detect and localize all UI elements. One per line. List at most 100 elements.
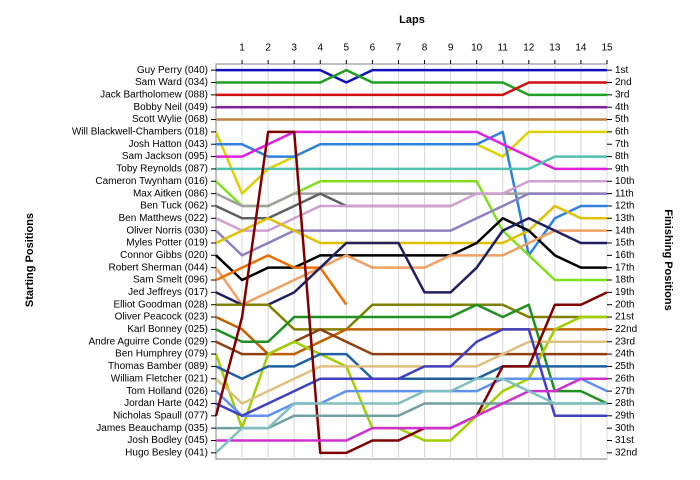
y-tick-label: Nicholas Spaull (077) [113, 410, 208, 421]
y-tick-label: Sam Jackson (095) [122, 151, 208, 162]
x-tick-label: 14 [575, 43, 587, 54]
y-tick-label: Josh Bodley (045) [127, 435, 208, 446]
y2-tick-label: 22nd [615, 324, 637, 335]
y2-tick-label: 11th [615, 188, 634, 199]
y-tick-label: Myles Potter (019) [126, 238, 208, 249]
y2-tick-label: 21st [615, 312, 634, 323]
x-tick-label: 2 [265, 43, 271, 54]
y-tick-label: Jed Jeffreys (017) [128, 287, 208, 298]
series-line [216, 68, 607, 97]
y-tick-label: Guy Perry (040) [137, 65, 208, 76]
y-tick-label: Sam Smelt (096) [133, 275, 208, 286]
y2-tick-label: 2nd [615, 77, 632, 88]
y2-tick-label: 12th [615, 201, 634, 212]
series-line [216, 81, 607, 97]
y-tick-label: Bobby Neil (049) [134, 102, 208, 113]
x-tick-label: 3 [291, 43, 297, 54]
series-line [215, 254, 348, 306]
y-tick-label: Scott Wylie (068) [132, 114, 208, 125]
x-tick-label: 7 [396, 43, 402, 54]
series-line [215, 328, 607, 418]
y-tick-label: Connor Gibbs (020) [120, 250, 208, 261]
y-tick-label: Ben Matthews (022) [119, 213, 209, 224]
y2-tick-label: 6th [615, 127, 629, 138]
y2-tick-label: 30th [615, 423, 634, 434]
x-tick-label: 13 [549, 43, 561, 54]
series-line [215, 192, 607, 257]
y2-tick-label: 3rd [615, 90, 629, 101]
series-line [216, 155, 607, 171]
series-line [215, 217, 607, 282]
series-line [215, 340, 607, 405]
y-tick-label: Ben Humphrey (079) [115, 349, 208, 360]
y-tick-label: Oliver Norris (030) [126, 225, 208, 236]
y2-tick-label: 26th [615, 373, 634, 384]
x-tick-label: 10 [471, 43, 483, 54]
y-tick-label: Ben Tuck (062) [140, 201, 208, 212]
y-tick-label: Oliver Peacock (023) [115, 312, 208, 323]
y2-tick-label: 25th [615, 361, 634, 372]
y-tick-label: Toby Reynolds (087) [116, 164, 208, 175]
y-tick-label: Max Aitken (086) [133, 188, 208, 199]
y-tick-label: James Beauchamp (035) [96, 423, 208, 434]
y-tick-label: William Fletcher (021) [111, 373, 208, 384]
x-axis-title: Laps [399, 14, 425, 26]
y2-axis-title: Finishing Positions [662, 209, 674, 310]
y-tick-label: Cameron Twynham (016) [95, 176, 208, 187]
x-tick-label: 12 [523, 43, 535, 54]
y-tick-label: Karl Bonney (025) [127, 324, 208, 335]
x-tick-label: 15 [601, 43, 613, 54]
series-line [215, 315, 607, 356]
x-tick-label: 11 [498, 43, 509, 54]
y2-tick-label: 29th [615, 410, 634, 421]
y2-tick-label: 4th [615, 102, 629, 113]
y2-tick-label: 19th [615, 287, 634, 298]
y2-tick-label: 8th [615, 151, 629, 162]
x-tick-label: 4 [317, 43, 323, 54]
y2-tick-label: 24th [615, 349, 634, 360]
x-tick-label: 8 [422, 43, 428, 54]
y2-tick-label: 7th [615, 139, 629, 150]
series-line [215, 377, 607, 454]
y-tick-label: Thomas Bamber (089) [108, 361, 208, 372]
series-line [214, 130, 608, 455]
y2-tick-label: 9th [615, 164, 629, 175]
y-tick-label: Robert Sherman (044) [109, 262, 209, 273]
y-tick-label: Tom Holland (026) [126, 386, 208, 397]
series-line [215, 352, 607, 381]
y2-tick-label: 14th [615, 225, 634, 236]
series-line [216, 402, 607, 430]
y2-tick-label: 15th [615, 238, 634, 249]
y-tick-label: Josh Hatton (043) [129, 139, 209, 150]
y-tick-label: Elliot Goodman (028) [114, 299, 209, 310]
x-tick-label: 9 [448, 43, 454, 54]
x-tick-label: 1 [239, 43, 245, 54]
y2-tick-label: 32nd [615, 447, 637, 458]
y-tick-label: Will Blackwell-Chambers (018) [72, 127, 208, 138]
y-tick-label: Hugo Besley (041) [125, 447, 208, 458]
x-tick-label: 5 [344, 43, 350, 54]
series-line [215, 377, 608, 418]
series-line [215, 217, 607, 306]
y2-tick-label: 20th [615, 299, 634, 310]
y2-tick-label: 13th [615, 213, 634, 224]
y2-tick-label: 18th [615, 275, 634, 286]
series-line [216, 377, 607, 442]
series-line [216, 68, 607, 84]
y2-tick-label: 16th [615, 250, 634, 261]
series-line [215, 303, 608, 405]
y2-tick-label: 1st [615, 65, 629, 76]
y-tick-label: Jordan Harte (042) [124, 398, 208, 409]
y-tick-label: Sam Ward (034) [135, 77, 208, 88]
series-line [215, 204, 607, 245]
series-line [216, 303, 607, 331]
y2-tick-label: 10th [615, 176, 634, 187]
y-axis-title: Starting Positions [24, 213, 36, 307]
y2-tick-label: 17th [615, 262, 634, 273]
y2-tick-label: 31st [615, 435, 634, 446]
y-tick-label: Andre Aguirre Conde (029) [88, 336, 208, 347]
y2-tick-label: 5th [615, 114, 629, 125]
y-tick-label: Jack Bartholomew (088) [100, 90, 208, 101]
y2-tick-label: 27th [615, 386, 634, 397]
